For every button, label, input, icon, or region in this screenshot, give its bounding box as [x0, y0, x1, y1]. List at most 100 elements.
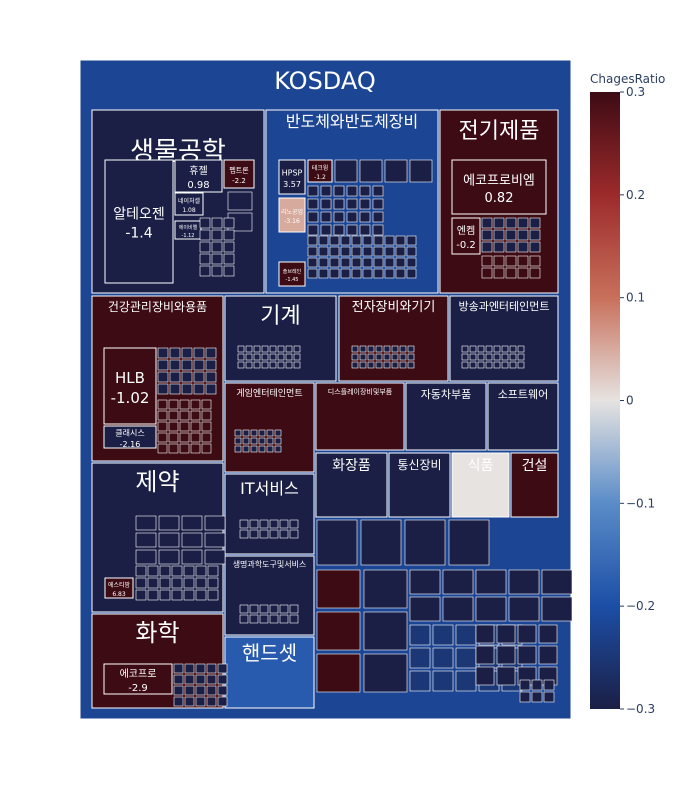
small-tile[interactable]: [181, 371, 193, 383]
small-tile[interactable]: [250, 437, 258, 445]
small-tile[interactable]: [181, 532, 203, 548]
small-tile[interactable]: [375, 345, 383, 353]
small-tile[interactable]: [517, 217, 529, 229]
small-tile[interactable]: [211, 265, 223, 277]
small-tile[interactable]: [157, 359, 169, 371]
small-tile[interactable]: [204, 549, 226, 565]
small-tile[interactable]: [517, 255, 529, 267]
small-tile[interactable]: [359, 224, 371, 236]
small-tile[interactable]: [289, 529, 299, 539]
small-tile[interactable]: [477, 353, 485, 361]
small-tile[interactable]: [475, 645, 495, 665]
small-tile[interactable]: [147, 577, 159, 589]
small-tile[interactable]: [448, 519, 490, 566]
sector-게임엔터테인먼트[interactable]: [224, 382, 315, 473]
small-tile[interactable]: [250, 429, 258, 437]
tile[interactable]: [103, 425, 157, 449]
tile[interactable]: [278, 159, 306, 195]
small-tile[interactable]: [362, 235, 373, 246]
small-tile[interactable]: [529, 241, 541, 253]
small-tile[interactable]: [384, 268, 395, 279]
small-tile[interactable]: [217, 685, 228, 696]
small-tile[interactable]: [442, 596, 474, 622]
small-tile[interactable]: [206, 685, 217, 696]
small-tile[interactable]: [383, 361, 391, 369]
small-tile[interactable]: [340, 268, 351, 279]
small-tile[interactable]: [259, 529, 269, 539]
small-tile[interactable]: [367, 353, 375, 361]
small-tile[interactable]: [384, 235, 395, 246]
small-tile[interactable]: [455, 647, 477, 669]
small-tile[interactable]: [184, 696, 195, 707]
small-tile[interactable]: [205, 347, 217, 359]
small-tile[interactable]: [407, 361, 415, 369]
small-tile[interactable]: [362, 246, 373, 257]
small-tile[interactable]: [201, 410, 212, 421]
small-tile[interactable]: [223, 217, 235, 229]
small-tile[interactable]: [509, 361, 517, 369]
small-tile[interactable]: [157, 399, 168, 410]
small-tile[interactable]: [359, 361, 367, 369]
small-tile[interactable]: [261, 353, 269, 361]
small-tile[interactable]: [173, 674, 184, 685]
small-tile[interactable]: [333, 198, 345, 210]
small-tile[interactable]: [184, 674, 195, 685]
small-tile[interactable]: [333, 211, 345, 223]
small-tile[interactable]: [320, 224, 332, 236]
small-tile[interactable]: [147, 589, 159, 601]
small-tile[interactable]: [261, 361, 269, 369]
small-tile[interactable]: [543, 691, 555, 703]
small-tile[interactable]: [406, 268, 417, 279]
small-tile[interactable]: [201, 399, 212, 410]
small-tile[interactable]: [245, 361, 253, 369]
small-tile[interactable]: [193, 371, 205, 383]
small-tile[interactable]: [179, 443, 190, 454]
small-tile[interactable]: [485, 361, 493, 369]
small-tile[interactable]: [234, 429, 242, 437]
small-tile[interactable]: [183, 577, 195, 589]
small-tile[interactable]: [373, 257, 384, 268]
small-tile[interactable]: [363, 611, 408, 651]
sector-자동차부품[interactable]: [405, 382, 487, 451]
small-tile[interactable]: [359, 198, 371, 210]
small-tile[interactable]: [242, 445, 250, 453]
small-tile[interactable]: [239, 614, 249, 624]
small-tile[interactable]: [253, 345, 261, 353]
small-tile[interactable]: [372, 224, 384, 236]
small-tile[interactable]: [399, 353, 407, 361]
small-tile[interactable]: [351, 353, 359, 361]
small-tile[interactable]: [157, 410, 168, 421]
small-tile[interactable]: [239, 604, 249, 614]
small-tile[interactable]: [184, 663, 195, 674]
small-tile[interactable]: [159, 565, 171, 577]
small-tile[interactable]: [239, 529, 249, 539]
small-tile[interactable]: [242, 437, 250, 445]
small-tile[interactable]: [432, 624, 454, 646]
small-tile[interactable]: [481, 217, 493, 229]
small-tile[interactable]: [195, 674, 206, 685]
small-tile[interactable]: [237, 361, 245, 369]
small-tile[interactable]: [201, 432, 212, 443]
small-tile[interactable]: [496, 645, 516, 665]
small-tile[interactable]: [258, 429, 266, 437]
small-tile[interactable]: [346, 224, 358, 236]
tile[interactable]: [307, 159, 333, 183]
small-tile[interactable]: [383, 353, 391, 361]
small-tile[interactable]: [201, 421, 212, 432]
small-tile[interactable]: [485, 353, 493, 361]
small-tile[interactable]: [493, 353, 501, 361]
small-tile[interactable]: [351, 235, 362, 246]
small-tile[interactable]: [266, 437, 274, 445]
small-tile[interactable]: [505, 255, 517, 267]
small-tile[interactable]: [223, 241, 235, 253]
small-tile[interactable]: [274, 445, 282, 453]
small-tile[interactable]: [367, 345, 375, 353]
small-tile[interactable]: [481, 241, 493, 253]
small-tile[interactable]: [157, 432, 168, 443]
small-tile[interactable]: [501, 361, 509, 369]
small-tile[interactable]: [159, 589, 171, 601]
small-tile[interactable]: [333, 224, 345, 236]
small-tile[interactable]: [517, 229, 529, 241]
small-tile[interactable]: [477, 361, 485, 369]
small-tile[interactable]: [383, 345, 391, 353]
